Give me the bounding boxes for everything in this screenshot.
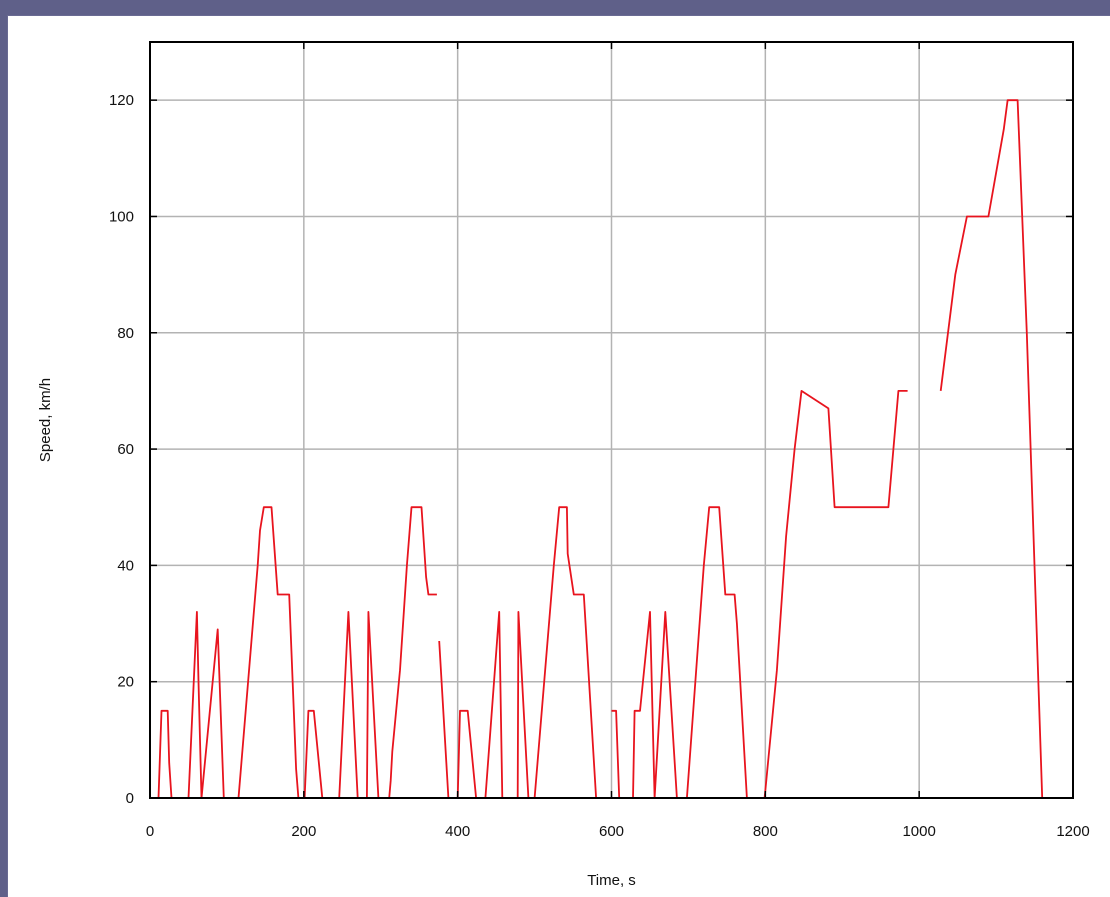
y-tick-label: 100 [109,208,134,225]
speed-line-segment [763,389,908,799]
x-tick-label: 600 [599,823,624,840]
x-tick-label: 0 [146,823,154,840]
speed-line-segment [939,99,1051,799]
x-tick-label: 800 [753,823,778,840]
x-tick-label: 200 [291,823,316,840]
y-axis-label: Speed, km/h [37,378,54,462]
speed-line-segment [611,506,748,799]
x-axis-label: Time, s [587,872,636,889]
tick-marks [149,42,1074,799]
speed-line-segment [438,506,604,799]
grid [150,42,1073,798]
x-tick-label: 1000 [902,823,935,840]
x-tick-label: 400 [445,823,470,840]
y-tick-label: 60 [117,441,134,458]
y-tick-label: 80 [117,325,134,342]
y-tick-label: 20 [117,674,134,691]
y-tick-label: 40 [117,557,134,574]
x-tick-labels: 0 200 400 600 800 1000 1200 [146,823,1090,840]
y-tick-labels: 0 20 40 60 80 100 120 [109,92,134,807]
x-tick-label: 1200 [1056,823,1089,840]
y-tick-label: 120 [109,92,134,109]
speed-line-segment [303,506,437,799]
y-tick-label: 0 [126,790,134,807]
speed-line-segment [157,506,300,799]
